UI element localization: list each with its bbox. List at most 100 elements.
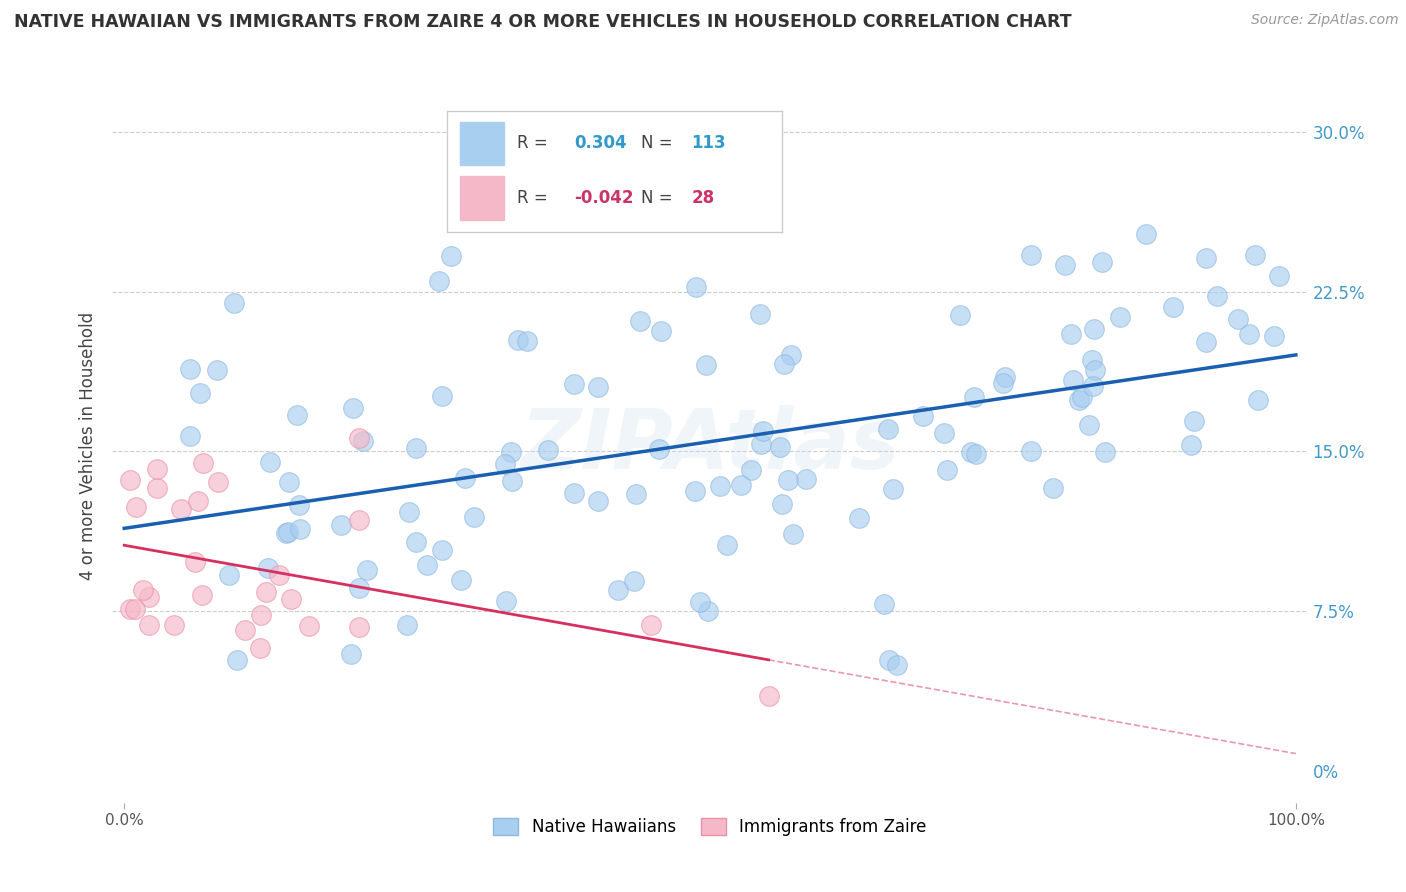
Point: [193, 456, 215, 470]
Point: [588, 493, 610, 508]
Point: [696, 604, 718, 618]
Point: [1042, 481, 1064, 495]
Point: [184, 555, 207, 569]
Point: [1053, 258, 1076, 272]
Point: [685, 280, 707, 294]
Point: [499, 444, 522, 458]
Point: [963, 390, 986, 404]
Point: [1094, 445, 1116, 459]
Point: [780, 348, 803, 362]
Point: [994, 370, 1017, 384]
Point: [1268, 269, 1291, 284]
Point: [463, 510, 485, 524]
Point: [298, 619, 321, 633]
Point: [628, 314, 651, 328]
Point: [516, 334, 538, 348]
Point: [132, 583, 155, 598]
Point: [405, 441, 427, 455]
Point: [430, 543, 453, 558]
Point: [494, 458, 516, 472]
Point: [285, 409, 308, 423]
Point: [125, 500, 148, 514]
Point: [288, 498, 311, 512]
Point: [640, 618, 662, 632]
Point: [274, 526, 297, 541]
Point: [347, 620, 370, 634]
Point: [290, 522, 312, 536]
Point: [776, 473, 799, 487]
Point: [1060, 326, 1083, 341]
Point: [873, 597, 896, 611]
Point: [935, 462, 957, 476]
Legend: Native Hawaiians, Immigrants from Zaire: Native Hawaiians, Immigrants from Zaire: [485, 810, 935, 845]
Point: [965, 447, 987, 461]
Point: [207, 363, 229, 377]
Point: [1247, 392, 1270, 407]
Point: [562, 486, 585, 500]
Point: [396, 618, 419, 632]
Point: [191, 588, 214, 602]
Point: [932, 425, 955, 440]
Point: [495, 594, 517, 608]
Point: [758, 690, 780, 704]
Point: [1206, 289, 1229, 303]
Point: [347, 431, 370, 445]
Point: [882, 482, 904, 496]
Point: [450, 573, 472, 587]
Point: [440, 249, 463, 263]
Y-axis label: 4 or more Vehicles in Household: 4 or more Vehicles in Household: [79, 312, 97, 580]
Point: [1180, 438, 1202, 452]
Point: [1019, 444, 1042, 458]
Point: [879, 653, 901, 667]
Point: [347, 582, 370, 596]
Point: [1135, 227, 1157, 242]
Point: [188, 385, 211, 400]
Point: [1161, 300, 1184, 314]
Point: [124, 602, 146, 616]
Point: [689, 595, 711, 609]
Point: [347, 513, 370, 527]
Point: [991, 376, 1014, 390]
Point: [398, 505, 420, 519]
Point: [340, 647, 363, 661]
Point: [454, 471, 477, 485]
Point: [1195, 334, 1218, 349]
Point: [960, 445, 983, 459]
Point: [170, 502, 193, 516]
Point: [1077, 417, 1099, 432]
Point: [749, 306, 772, 320]
Point: [886, 657, 908, 672]
Point: [278, 475, 301, 489]
Point: [267, 568, 290, 582]
Point: [562, 377, 585, 392]
Point: [794, 472, 817, 486]
Point: [179, 429, 201, 443]
Point: [145, 462, 167, 476]
Point: [249, 640, 271, 655]
Point: [650, 324, 672, 338]
Point: [1237, 326, 1260, 341]
Point: [430, 389, 453, 403]
Point: [1070, 390, 1092, 404]
Point: [427, 274, 450, 288]
Point: [709, 478, 731, 492]
Point: [1067, 392, 1090, 407]
Point: [716, 538, 738, 552]
Point: [1263, 329, 1285, 343]
Point: [782, 527, 804, 541]
Point: [1019, 248, 1042, 262]
Point: [224, 296, 246, 310]
Point: [1195, 251, 1218, 265]
Point: [770, 496, 793, 510]
Point: [416, 558, 439, 573]
Point: [233, 624, 256, 638]
Point: [695, 358, 717, 372]
Point: [259, 455, 281, 469]
Point: [685, 484, 707, 499]
Point: [848, 511, 870, 525]
Point: [1109, 310, 1132, 325]
Point: [751, 424, 773, 438]
Point: [1226, 312, 1249, 326]
Point: [254, 585, 277, 599]
Point: [607, 582, 630, 597]
